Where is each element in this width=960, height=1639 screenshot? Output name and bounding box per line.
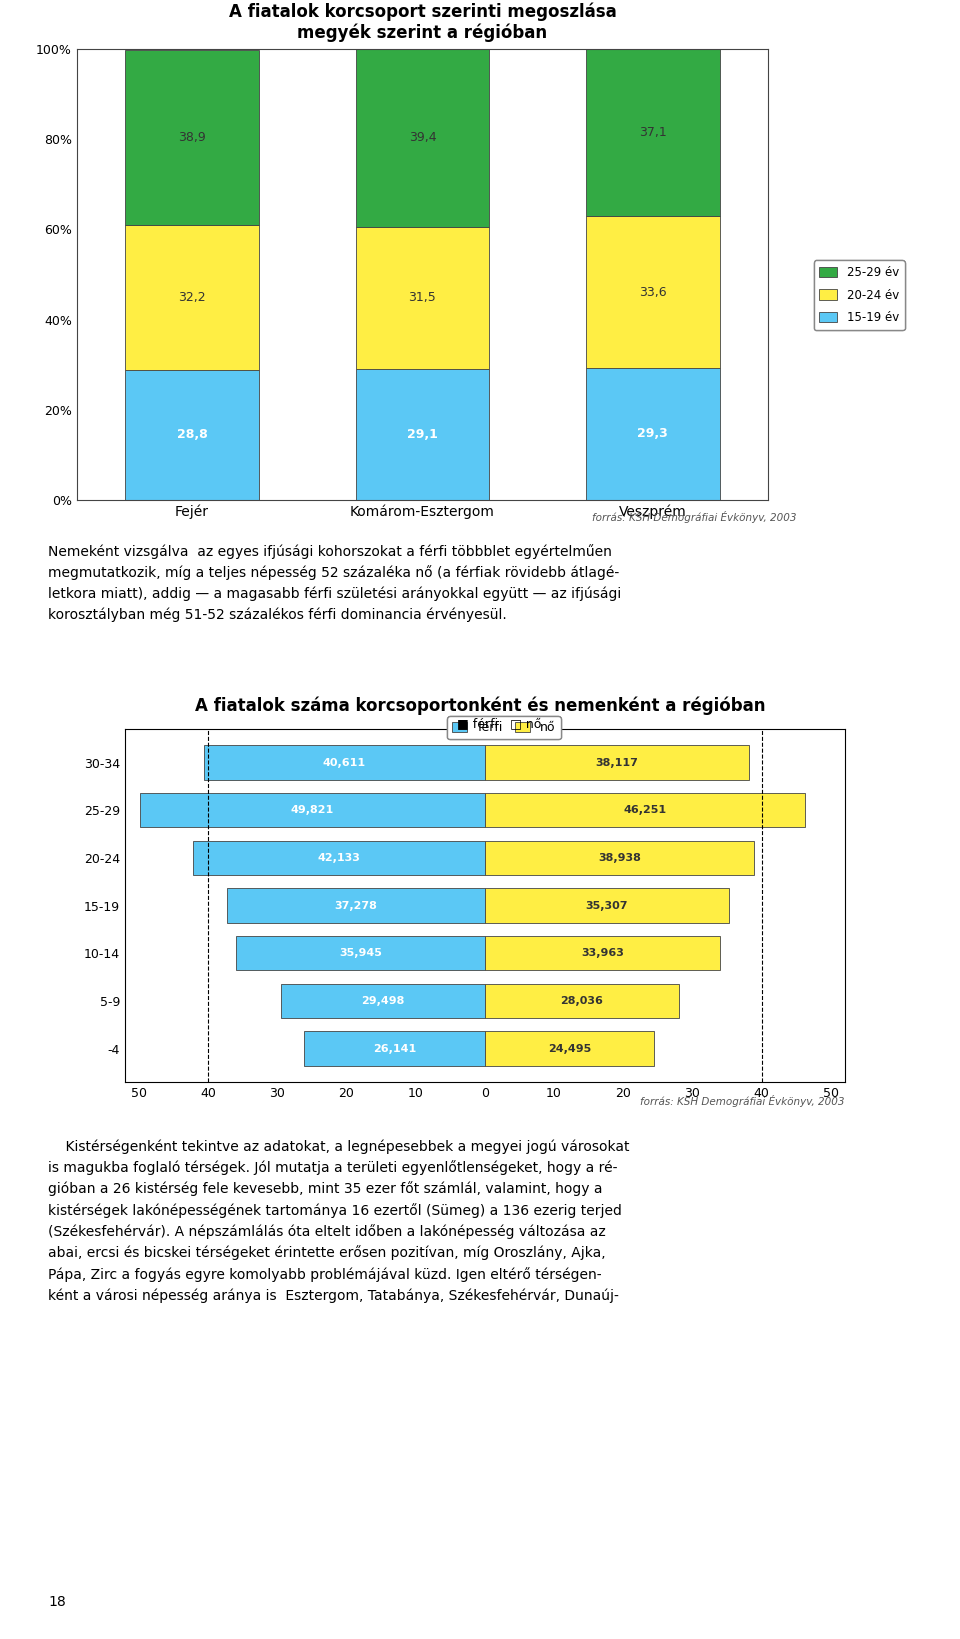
Bar — [193, 841, 485, 875]
Bar — [355, 369, 490, 500]
Text: 38,9: 38,9 — [179, 131, 205, 144]
Bar — [485, 936, 720, 970]
Bar — [227, 888, 485, 923]
Text: 29,3: 29,3 — [637, 428, 668, 441]
Text: ■ férfi   □ nő: ■ férfi □ nő — [457, 718, 541, 731]
Bar — [125, 225, 259, 370]
Bar — [236, 936, 485, 970]
Bar — [355, 49, 490, 226]
Text: Kistérségenként tekintve az adatokat, a legnépesebbek a megyei jogú városokat
is: Kistérségenként tekintve az adatokat, a … — [48, 1139, 630, 1303]
Text: 32,2: 32,2 — [179, 292, 205, 303]
Text: forrás: KSH Demográfiai Évkönyv, 2003: forrás: KSH Demográfiai Évkönyv, 2003 — [640, 1095, 845, 1106]
Bar — [140, 793, 485, 828]
Bar — [125, 370, 259, 500]
Bar — [586, 216, 720, 367]
Text: forrás: KSH Demográfiai Évkönyv, 2003: forrás: KSH Demográfiai Évkönyv, 2003 — [592, 511, 797, 523]
Legend: férfi, nő: férfi, nő — [447, 716, 561, 739]
Bar — [485, 793, 805, 828]
Text: 39,4: 39,4 — [409, 131, 436, 144]
Bar — [485, 983, 679, 1018]
Text: 29,1: 29,1 — [407, 428, 438, 441]
Bar — [485, 841, 755, 875]
Text: 33,963: 33,963 — [581, 949, 624, 959]
Text: 26,141: 26,141 — [372, 1044, 416, 1054]
Text: 28,036: 28,036 — [561, 997, 603, 1006]
Text: 38,117: 38,117 — [595, 757, 638, 767]
Text: 33,6: 33,6 — [639, 285, 666, 298]
Legend: 25-29 év, 20-24 év, 15-19 év: 25-29 év, 20-24 év, 15-19 év — [813, 261, 905, 329]
Text: 18: 18 — [48, 1595, 65, 1609]
Text: 37,1: 37,1 — [639, 126, 666, 139]
Bar — [204, 746, 485, 780]
Text: 42,133: 42,133 — [318, 852, 360, 862]
Bar — [125, 49, 259, 225]
Text: Nemeként vizsgálva  az egyes ifjúsági kohorszokat a férfi többblet egyértelműen
: Nemeként vizsgálva az egyes ifjúsági koh… — [48, 544, 621, 621]
Text: 24,495: 24,495 — [548, 1044, 591, 1054]
Bar — [485, 1031, 655, 1065]
Text: 46,251: 46,251 — [623, 805, 666, 815]
Bar — [485, 746, 749, 780]
Bar — [280, 983, 485, 1018]
Text: 29,498: 29,498 — [361, 997, 404, 1006]
Bar — [586, 49, 720, 216]
Text: 31,5: 31,5 — [409, 292, 436, 305]
Bar — [586, 367, 720, 500]
Text: 38,938: 38,938 — [598, 852, 641, 862]
Text: 37,278: 37,278 — [334, 900, 377, 911]
Bar — [355, 226, 490, 369]
Text: 35,945: 35,945 — [339, 949, 382, 959]
Bar — [303, 1031, 485, 1065]
Text: 35,307: 35,307 — [586, 900, 628, 911]
Text: A fiatalok száma korcsoportonként és nemenként a régióban: A fiatalok száma korcsoportonként és nem… — [195, 697, 765, 715]
Text: 49,821: 49,821 — [291, 805, 334, 815]
Text: 40,611: 40,611 — [323, 757, 366, 767]
Text: 28,8: 28,8 — [177, 428, 207, 441]
Bar — [485, 888, 730, 923]
Title: A fiatalok korcsoport szerinti megoszlása
megyék szerint a régióban: A fiatalok korcsoport szerinti megoszlás… — [228, 2, 616, 43]
